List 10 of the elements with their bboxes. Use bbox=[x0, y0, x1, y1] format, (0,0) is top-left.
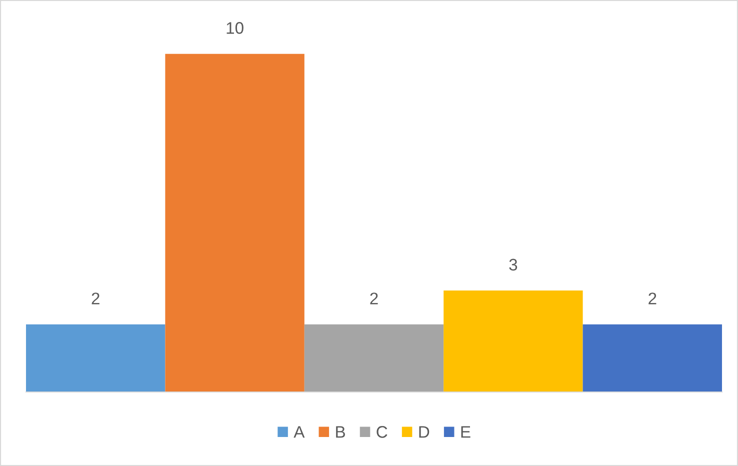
data-label: 3 bbox=[509, 258, 518, 271]
legend-label: B bbox=[336, 426, 345, 438]
data-label: 10 bbox=[226, 22, 244, 34]
data-label: 2 bbox=[648, 292, 656, 304]
legend-label: C bbox=[376, 426, 388, 438]
legend-label: D bbox=[419, 426, 430, 438]
data-label: 2 bbox=[370, 292, 378, 304]
legend-label: A bbox=[294, 426, 305, 438]
data-label: 2 bbox=[92, 292, 100, 304]
legend-label: E bbox=[461, 426, 470, 438]
